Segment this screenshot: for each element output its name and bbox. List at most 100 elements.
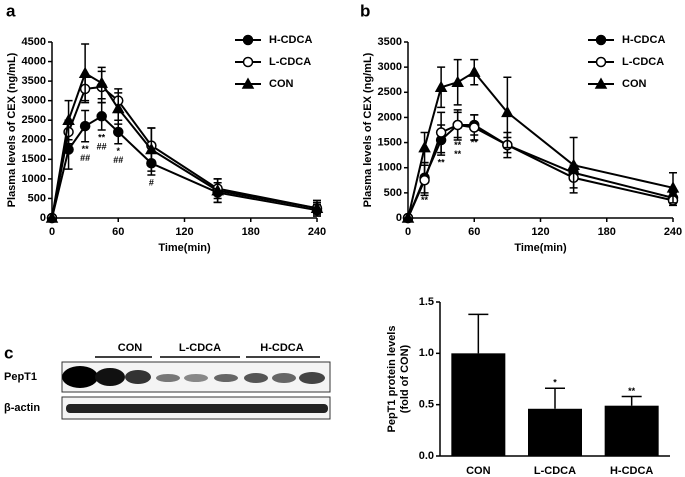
panel-label: b (360, 1, 370, 20)
y-tick-label: 0.0 (419, 450, 434, 462)
data-point (435, 127, 447, 138)
band (125, 370, 151, 384)
data-point (45, 211, 59, 223)
error-bar (468, 313, 489, 354)
data-point (310, 201, 324, 213)
x-tick-label: 240 (664, 226, 682, 238)
significance-mark: ** (82, 144, 90, 154)
y-tick-label: 1000 (22, 173, 46, 185)
data-point (62, 113, 75, 125)
y-axis-label: Plasma levels of CEX (ng/mL) (6, 52, 18, 207)
band (156, 374, 180, 382)
significance-mark: ** (454, 149, 462, 159)
x-tick-label: 60 (468, 226, 480, 238)
significance-mark: ** (471, 137, 479, 147)
y-tick-label: 0.5 (419, 399, 434, 411)
y-tick-label: 3000 (378, 61, 402, 73)
band (62, 366, 98, 388)
data-point (79, 120, 91, 132)
panel-label: c (4, 343, 13, 362)
band (95, 368, 125, 386)
x-axis-label: Time(min) (158, 242, 211, 254)
legend-marker (595, 56, 607, 68)
pept1-bands (62, 366, 325, 388)
group-label: L-CDCA (179, 342, 221, 354)
group-label: H-CDCA (260, 342, 303, 354)
error-bar (621, 395, 642, 406)
y-tick-label: 4500 (22, 36, 46, 48)
x-tick-label: 60 (112, 226, 124, 238)
data-point (567, 158, 580, 170)
data-point (451, 75, 464, 87)
legend-marker (241, 77, 255, 89)
x-tick-label: 180 (598, 226, 616, 238)
band (214, 374, 238, 382)
legend-label: H-CDCA (622, 34, 665, 46)
significance-mark: ## (113, 155, 123, 165)
legend-label: H-CDCA (269, 34, 312, 46)
data-point (434, 80, 448, 93)
x-axis-label: Time(min) (514, 242, 567, 254)
significance-mark: ** (454, 140, 462, 150)
group-label: CON (118, 342, 143, 354)
legend-marker (242, 56, 254, 68)
y-tick-label: 3500 (378, 36, 402, 48)
legend-marker (594, 77, 608, 89)
x-tick-label: 180 (242, 226, 260, 238)
series-line (51, 71, 318, 219)
data-point (666, 181, 680, 193)
y-tick-label: 1.0 (419, 347, 434, 359)
x-tick-label: 240 (308, 226, 326, 238)
legend-marker (595, 34, 607, 46)
data-point (78, 66, 92, 79)
band (184, 374, 208, 382)
actin-bands (66, 404, 328, 413)
data-point (96, 111, 107, 122)
significance-mark: * (116, 146, 120, 156)
y-tick-label: 0 (396, 212, 402, 224)
y-tick-label: 0 (40, 212, 46, 224)
significance-mark: ** (438, 158, 446, 168)
y-tick-label: 2500 (378, 86, 402, 98)
bar (451, 353, 506, 456)
series-line (407, 123, 674, 219)
data-point (418, 141, 431, 153)
legend-marker (242, 34, 254, 46)
significance-mark: ## (80, 153, 90, 163)
data-point (113, 126, 124, 138)
y-axis-label: Plasma levels of CEX (ng/mL) (362, 52, 374, 207)
y-tick-label: 1500 (22, 153, 46, 165)
x-tick-label: 0 (49, 226, 55, 238)
y-tick-label: 2000 (22, 134, 46, 146)
data-point (469, 122, 480, 133)
y-tick-label: 500 (384, 187, 402, 199)
x-tick-label: 0 (405, 226, 411, 238)
significance-mark: ** (421, 195, 429, 205)
bar (528, 408, 582, 456)
data-point (111, 101, 125, 114)
x-tick-label: 120 (175, 226, 193, 238)
y-tick-label: 2500 (22, 114, 46, 126)
significance-mark: ## (97, 141, 107, 151)
data-point (419, 175, 430, 186)
data-point (452, 119, 463, 131)
y-tick-label: 500 (28, 192, 46, 204)
x-tick-label: H-CDCA (610, 465, 653, 477)
y-tick-label: 1500 (378, 136, 402, 148)
significance-mark: ** (628, 386, 636, 396)
data-point (401, 211, 415, 223)
y-tick-label: 2000 (378, 111, 402, 123)
data-point (211, 184, 224, 196)
series-line (407, 70, 674, 219)
data-point (145, 143, 158, 155)
significance-mark: * (553, 378, 557, 388)
row-label: PepT1 (4, 371, 37, 383)
panel-label: a (6, 1, 16, 20)
series-line (51, 85, 318, 219)
legend-label: CON (269, 78, 294, 90)
x-tick-label: L-CDCA (534, 465, 576, 477)
y-tick-label: 1.5 (419, 296, 434, 308)
significance-mark: # (149, 177, 154, 187)
data-point (95, 76, 108, 88)
significance-mark: ** (98, 132, 106, 142)
